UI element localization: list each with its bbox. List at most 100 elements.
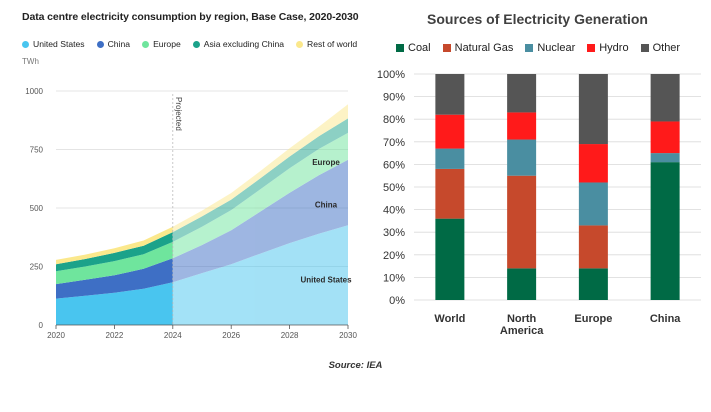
y-tick-label: 500 — [30, 204, 44, 213]
area-label-china: China — [315, 200, 338, 209]
legend-label: Nuclear — [537, 42, 576, 54]
legend-swatch — [96, 40, 104, 48]
y-tick-label: 20% — [383, 250, 405, 262]
area-label-europe: Europe — [312, 158, 340, 167]
y-tick-label: 90% — [383, 92, 405, 104]
x-tick-label: 2020 — [47, 331, 65, 340]
y-tick-label: 30% — [383, 227, 405, 239]
bar-europe-natural-gas — [578, 225, 608, 269]
y-tick-label: 60% — [383, 159, 405, 171]
left-chart-unit: TWh — [22, 57, 39, 66]
legend-item-rest-of-world: Rest of world — [296, 39, 357, 49]
legend-swatch — [587, 44, 596, 52]
bar-china-hydro — [650, 121, 680, 154]
bar-world-other — [435, 74, 465, 115]
legend-label: Natural Gas — [454, 42, 514, 54]
y-tick-label: 100% — [377, 69, 405, 81]
legend-item-other: Other — [640, 42, 681, 54]
bar-north-america-coal — [507, 268, 537, 300]
y-tick-label: 80% — [383, 114, 405, 126]
source-note: Source: IEA — [328, 360, 383, 371]
area-asia-excluding-china-hist — [56, 232, 173, 272]
bar-north-america-hydro — [507, 112, 537, 140]
area-united-states-proj — [172, 225, 348, 325]
legend-swatch — [192, 40, 200, 48]
legend-item-natural-gas: Natural Gas — [442, 42, 514, 54]
bar-chart-plot: 0% 10% 20% 30% 40% 50% 60% 70% 80% 90% 100% World No… — [377, 69, 701, 337]
y-tick-label: 750 — [30, 146, 44, 155]
bar-china-coal — [650, 162, 680, 300]
legend-swatch — [525, 44, 534, 52]
x-tick-label: 2028 — [281, 331, 299, 340]
legend-item-europe: Europe — [142, 39, 181, 49]
bar-world-hydro — [435, 114, 465, 149]
left-chart-legend: United States China Europe Asia excluding C… — [22, 39, 357, 49]
x-tick-label: 2024 — [164, 331, 182, 340]
y-tick-label: 10% — [383, 272, 405, 284]
area-china-proj — [172, 159, 348, 283]
bar-china-other — [650, 74, 680, 122]
legend-item-asia-excluding-china: Asia excluding China — [192, 39, 285, 49]
legend-swatch — [640, 44, 649, 52]
y-tick-label: 40% — [383, 205, 405, 217]
right-chart-title: Sources of Electricity Generation — [427, 11, 648, 27]
x-tick-label: 2022 — [106, 331, 124, 340]
left-chart-title: Data centre electricity consumption by r… — [22, 11, 359, 23]
x-category-label: Europe — [574, 313, 612, 325]
bar-north-america-nuclear — [507, 139, 537, 176]
legend-item-united-states: United States — [22, 39, 85, 49]
right-chart: Sources of Electricity Generation Coal Na… — [364, 0, 711, 350]
legend-swatch — [442, 44, 451, 52]
bar-world-nuclear — [435, 148, 465, 169]
legend-swatch — [396, 44, 404, 52]
left-chart: Data centre electricity consumption by r… — [0, 0, 360, 350]
area-rest-of-world-hist — [56, 226, 173, 265]
x-category-label: World — [434, 313, 465, 325]
bar-world-coal — [435, 218, 465, 300]
legend-label: China — [107, 39, 131, 49]
area-united-states-hist — [56, 282, 173, 325]
legend-label: Other — [652, 42, 681, 54]
legend-label: Europe — [153, 39, 181, 49]
area-rest-of-world-proj — [172, 104, 348, 233]
x-category-label: China — [650, 313, 681, 325]
y-tick-label: 70% — [383, 137, 405, 149]
x-category-label: North — [507, 313, 537, 325]
bar-europe-hydro — [578, 144, 608, 183]
legend-label: United States — [33, 39, 85, 49]
legend-item-nuclear: Nuclear — [525, 42, 575, 54]
bar-china-nuclear — [650, 153, 680, 163]
x-tick-label: 2026 — [222, 331, 240, 340]
y-tick-label: 1000 — [25, 87, 43, 96]
bar-north-america-other — [507, 74, 537, 113]
legend-swatch — [22, 40, 29, 48]
area-europe-hist — [56, 241, 173, 285]
y-tick-label: 250 — [30, 263, 44, 272]
x-tick-label: 2030 — [339, 331, 357, 340]
legend-label: Rest of world — [307, 39, 358, 49]
y-tick-label: 0 — [39, 321, 44, 330]
area-label-united_states: United States — [300, 275, 352, 284]
bar-europe-coal — [578, 268, 608, 300]
area-chart-plot: 0 250 500 750 1000 Projected 2020 2022 2024 2026 2… — [25, 87, 357, 340]
bar-north-america-natural-gas — [507, 175, 537, 269]
y-tick-label: 50% — [383, 182, 405, 194]
bar-europe-nuclear — [578, 182, 608, 226]
legend-swatch — [296, 40, 304, 48]
legend-item-coal: Coal — [396, 42, 431, 54]
right-chart-legend: Coal Natural Gas Nuclear Hydro Other — [396, 42, 680, 54]
legend-label: Hydro — [599, 42, 629, 54]
legend-label: Asia excluding China — [203, 39, 285, 49]
bar-world-natural-gas — [435, 168, 465, 219]
area-europe-proj — [172, 132, 348, 259]
legend-label: Coal — [408, 42, 431, 54]
projected-label: Projected — [174, 97, 183, 131]
legend-swatch — [142, 40, 150, 48]
x-category-label: America — [500, 325, 544, 337]
bar-europe-other — [578, 74, 608, 145]
legend-item-china: China — [96, 39, 131, 49]
area-china-hist — [56, 258, 173, 299]
area-asia-excluding-china-proj — [172, 118, 348, 242]
legend-item-hydro: Hydro — [587, 42, 629, 54]
y-tick-label: 0% — [389, 295, 405, 307]
